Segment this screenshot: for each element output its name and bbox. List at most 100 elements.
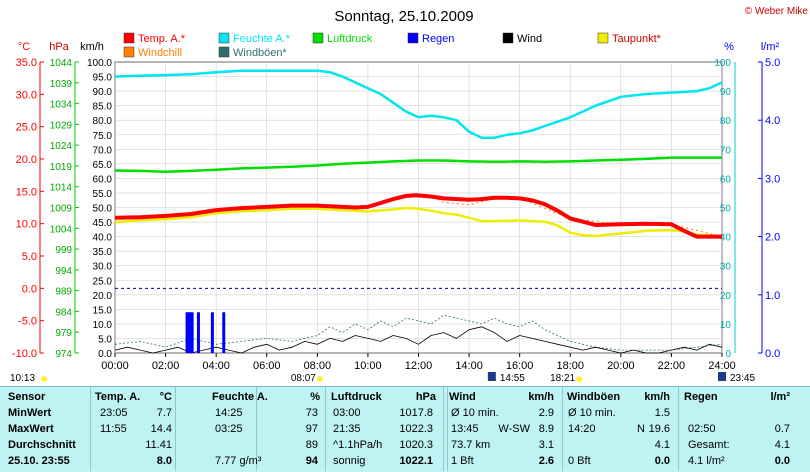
table-cell-pres-time: 03:00 — [333, 407, 361, 419]
legend-label: Taupunkt* — [612, 33, 662, 45]
tick-label-kmh: 60.0 — [93, 174, 113, 185]
legend-swatch — [123, 46, 135, 58]
table-cell-hum-value: 97 — [305, 423, 318, 435]
tick-label-kmh: 95.0 — [93, 73, 113, 84]
table-cell-rain-value: 4.1 — [774, 439, 790, 451]
legend-swatch — [218, 46, 230, 58]
table-cell-hum-time: 14:25 — [215, 407, 243, 419]
tick-label-celsius: 25.0 — [16, 122, 37, 134]
table-cell-gust-value: 4.1 — [654, 439, 670, 451]
marker-label: 08:07 — [291, 373, 316, 384]
legend-swatch — [407, 32, 419, 44]
rain-bar — [210, 312, 214, 353]
table-cell-hum-value: 73 — [305, 407, 318, 419]
table-row-label: 25.10. 23:55 — [8, 455, 70, 467]
tick-label-x: 12:00 — [405, 360, 433, 372]
table-separator — [678, 386, 679, 471]
table-cell-pres-value: 1020.3 — [399, 439, 433, 451]
chart-title: Sonntag, 25.10.2009 — [334, 8, 473, 25]
table-cell-gust-value: 0.0 — [654, 455, 670, 467]
tick-label-x: 24:00 — [708, 360, 736, 372]
tick-label-hpa: 994 — [55, 266, 72, 277]
table-separator — [175, 386, 176, 471]
tick-label-celsius: 35.0 — [16, 57, 37, 69]
tick-label-kmh: 75.0 — [93, 131, 113, 142]
tick-label-percent: 70 — [720, 145, 732, 156]
table-unit-hum: % — [310, 391, 320, 403]
table-unit-rain: l/m² — [770, 391, 790, 403]
series-line-feuchtea — [114, 69, 723, 139]
table-header-gust: Windböen — [567, 391, 621, 403]
legend-label: Temp. A.* — [138, 33, 186, 45]
table-cell-wind-value: 3.1 — [538, 439, 554, 451]
tick-label-hpa: 1024 — [50, 141, 73, 152]
tick-label-x: 00:00 — [101, 360, 129, 372]
tick-label-kmh: 100.0 — [87, 58, 112, 69]
table-cell-rain-time: 4.1 l/m² — [688, 455, 725, 467]
tick-label-x: 04:00 — [202, 360, 230, 372]
table-separator — [443, 386, 444, 471]
table-cell-gust-value: 1.5 — [654, 407, 670, 419]
legend-swatch — [218, 32, 230, 44]
tick-label-percent: 90 — [720, 87, 732, 98]
table-row-label: Durchschnitt — [8, 439, 76, 451]
tick-label-kmh: 30.0 — [93, 262, 113, 273]
table-separator — [562, 386, 563, 471]
tick-label-rain: 2.0 — [765, 232, 780, 244]
table-cell-rain-time: 02:50 — [688, 423, 716, 435]
table-separator — [325, 386, 326, 471]
legend-label: Windböen* — [233, 47, 288, 59]
tick-label-celsius: 0.0 — [22, 283, 37, 295]
table-cell-pres-time: ^1.1hPa/h — [333, 439, 383, 451]
tick-label-kmh: 80.0 — [93, 116, 113, 127]
axis-unit-rain: l/m² — [761, 41, 780, 53]
table-cell-hum-value: 94 — [305, 455, 318, 467]
table-cell-gust-direction: N — [637, 423, 645, 435]
tick-label-kmh: 5.0 — [98, 334, 112, 345]
table-cell-hum-time: 7.77 g/m³ — [215, 455, 262, 467]
table-separator — [256, 386, 257, 471]
table-row-label: Sensor — [8, 391, 46, 403]
tick-label-celsius: -5.0 — [18, 316, 37, 328]
table-cell-pres-value: 1022.3 — [399, 423, 433, 435]
copyright-text: © Weber Mike — [745, 6, 809, 17]
table-unit-wind: km/h — [528, 391, 554, 403]
table-cell-hum-value: 89 — [305, 439, 318, 451]
table-cell-wind-value: 2.9 — [538, 407, 554, 419]
table-cell-wind-value: 8.9 — [538, 423, 554, 435]
tick-label-x: 14:00 — [455, 360, 483, 372]
tick-label-hpa: 1014 — [50, 183, 73, 194]
tick-label-kmh: 55.0 — [93, 189, 113, 200]
tick-label-hpa: 989 — [55, 287, 72, 298]
table-unit-gust: km/h — [644, 391, 670, 403]
table-cell-wind-value: 2.6 — [538, 455, 554, 467]
marker-label: 18:21 — [550, 373, 575, 384]
statistics-table — [0, 386, 810, 472]
tick-label-kmh: 65.0 — [93, 160, 113, 171]
legend-swatch — [312, 32, 324, 44]
table-cell-pres-time: 21:35 — [333, 423, 361, 435]
table-separator — [447, 386, 448, 471]
tick-label-kmh: 90.0 — [93, 87, 113, 98]
table-cell-hum-time: 03:25 — [215, 423, 243, 435]
series-line-luftdruck — [114, 156, 722, 173]
table-row-label: MaxWert — [8, 423, 54, 435]
tick-label-x: 08:00 — [304, 360, 332, 372]
tick-label-celsius: 10.0 — [16, 219, 37, 231]
axis-unit-hpa: hPa — [49, 41, 69, 53]
tick-label-kmh: 85.0 — [93, 102, 113, 113]
rain-bar — [222, 312, 226, 353]
tick-label-kmh: 70.0 — [93, 145, 113, 156]
table-cell-rain-value: 0.7 — [774, 423, 790, 435]
tick-label-rain: 5.0 — [765, 57, 780, 69]
table-cell-gust-time: 0 Bft — [568, 455, 591, 467]
tick-label-kmh: 45.0 — [93, 218, 113, 229]
legend-label: Luftdruck — [327, 33, 373, 45]
tick-label-rain: 3.0 — [765, 173, 780, 185]
table-cell-gust-time: Ø 10 min. — [568, 407, 616, 419]
table-header-rain: Regen — [684, 391, 718, 403]
tick-label-percent: 50 — [720, 204, 732, 215]
tick-label-percent: 20 — [720, 291, 732, 302]
table-cell-wind-direction: W-SW — [498, 423, 530, 435]
tick-label-x: 20:00 — [607, 360, 635, 372]
